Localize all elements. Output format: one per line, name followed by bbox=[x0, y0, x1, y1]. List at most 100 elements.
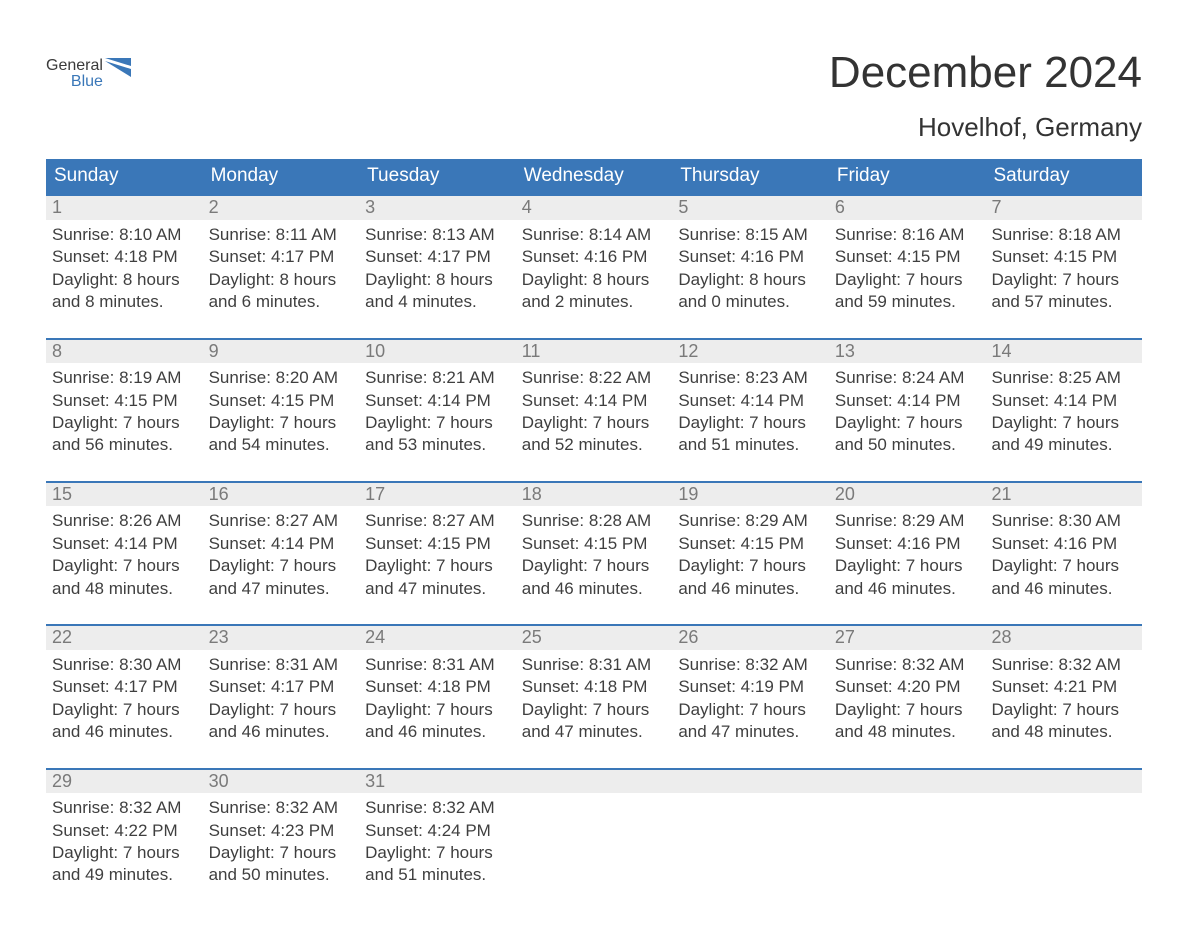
calendar-day: 6Sunrise: 8:16 AMSunset: 4:15 PMDaylight… bbox=[829, 196, 986, 323]
day-details: Sunrise: 8:32 AMSunset: 4:23 PMDaylight:… bbox=[203, 793, 360, 887]
day-number: 30 bbox=[203, 770, 360, 794]
daylight-line-2: and 46 minutes. bbox=[52, 721, 197, 743]
calendar-day-empty bbox=[829, 770, 986, 897]
daylight-line-1: Daylight: 7 hours bbox=[522, 699, 667, 721]
daylight-line-2: and 4 minutes. bbox=[365, 291, 510, 313]
dow-monday: Monday bbox=[203, 159, 360, 194]
daylight-line-1: Daylight: 7 hours bbox=[835, 412, 980, 434]
day-details: Sunrise: 8:21 AMSunset: 4:14 PMDaylight:… bbox=[359, 363, 516, 457]
day-number: 18 bbox=[516, 483, 673, 507]
sunset-line: Sunset: 4:14 PM bbox=[678, 390, 823, 412]
day-details: Sunrise: 8:30 AMSunset: 4:17 PMDaylight:… bbox=[46, 650, 203, 744]
daylight-line-1: Daylight: 7 hours bbox=[991, 555, 1136, 577]
daylight-line-2: and 46 minutes. bbox=[522, 578, 667, 600]
day-details: Sunrise: 8:18 AMSunset: 4:15 PMDaylight:… bbox=[985, 220, 1142, 314]
day-number: 10 bbox=[359, 340, 516, 364]
day-details: Sunrise: 8:13 AMSunset: 4:17 PMDaylight:… bbox=[359, 220, 516, 314]
dow-sunday: Sunday bbox=[46, 159, 203, 194]
daylight-line-1: Daylight: 7 hours bbox=[52, 842, 197, 864]
day-number: 9 bbox=[203, 340, 360, 364]
sunrise-line: Sunrise: 8:30 AM bbox=[991, 510, 1136, 532]
daylight-line-1: Daylight: 7 hours bbox=[209, 555, 354, 577]
day-details: Sunrise: 8:31 AMSunset: 4:18 PMDaylight:… bbox=[516, 650, 673, 744]
daylight-line-1: Daylight: 7 hours bbox=[991, 699, 1136, 721]
daylight-line-1: Daylight: 7 hours bbox=[835, 555, 980, 577]
brand-word2: Blue bbox=[71, 73, 103, 90]
sunset-line: Sunset: 4:15 PM bbox=[52, 390, 197, 412]
day-details: Sunrise: 8:16 AMSunset: 4:15 PMDaylight:… bbox=[829, 220, 986, 314]
calendar-day: 22Sunrise: 8:30 AMSunset: 4:17 PMDayligh… bbox=[46, 626, 203, 753]
day-details: Sunrise: 8:10 AMSunset: 4:18 PMDaylight:… bbox=[46, 220, 203, 314]
day-number: 6 bbox=[829, 196, 986, 220]
header-row: General Blue December 2024 Hovelhof, Ger… bbox=[46, 50, 1142, 143]
daylight-line-1: Daylight: 7 hours bbox=[209, 699, 354, 721]
day-details: Sunrise: 8:32 AMSunset: 4:20 PMDaylight:… bbox=[829, 650, 986, 744]
calendar-day-empty bbox=[672, 770, 829, 897]
day-number: 27 bbox=[829, 626, 986, 650]
day-details: Sunrise: 8:27 AMSunset: 4:14 PMDaylight:… bbox=[203, 506, 360, 600]
sunrise-line: Sunrise: 8:32 AM bbox=[678, 654, 823, 676]
day-number: 22 bbox=[46, 626, 203, 650]
sunrise-line: Sunrise: 8:26 AM bbox=[52, 510, 197, 532]
calendar-day: 20Sunrise: 8:29 AMSunset: 4:16 PMDayligh… bbox=[829, 483, 986, 610]
sunset-line: Sunset: 4:14 PM bbox=[52, 533, 197, 555]
sunset-line: Sunset: 4:24 PM bbox=[365, 820, 510, 842]
daylight-line-2: and 6 minutes. bbox=[209, 291, 354, 313]
day-number: 24 bbox=[359, 626, 516, 650]
sunset-line: Sunset: 4:23 PM bbox=[209, 820, 354, 842]
daylight-line-1: Daylight: 7 hours bbox=[209, 412, 354, 434]
daylight-line-1: Daylight: 7 hours bbox=[52, 555, 197, 577]
sunrise-line: Sunrise: 8:28 AM bbox=[522, 510, 667, 532]
month-title: December 2024 bbox=[829, 50, 1142, 96]
day-details: Sunrise: 8:25 AMSunset: 4:14 PMDaylight:… bbox=[985, 363, 1142, 457]
calendar-day: 1Sunrise: 8:10 AMSunset: 4:18 PMDaylight… bbox=[46, 196, 203, 323]
sunset-line: Sunset: 4:14 PM bbox=[365, 390, 510, 412]
daylight-line-2: and 47 minutes. bbox=[365, 578, 510, 600]
sunset-line: Sunset: 4:14 PM bbox=[991, 390, 1136, 412]
day-number: 19 bbox=[672, 483, 829, 507]
calendar-day: 14Sunrise: 8:25 AMSunset: 4:14 PMDayligh… bbox=[985, 340, 1142, 467]
calendar-day: 28Sunrise: 8:32 AMSunset: 4:21 PMDayligh… bbox=[985, 626, 1142, 753]
calendar-week: 1Sunrise: 8:10 AMSunset: 4:18 PMDaylight… bbox=[46, 194, 1142, 323]
sunrise-line: Sunrise: 8:32 AM bbox=[52, 797, 197, 819]
daylight-line-2: and 48 minutes. bbox=[52, 578, 197, 600]
day-number: 3 bbox=[359, 196, 516, 220]
sunset-line: Sunset: 4:21 PM bbox=[991, 676, 1136, 698]
day-details: Sunrise: 8:31 AMSunset: 4:17 PMDaylight:… bbox=[203, 650, 360, 744]
day-details: Sunrise: 8:20 AMSunset: 4:15 PMDaylight:… bbox=[203, 363, 360, 457]
sunset-line: Sunset: 4:15 PM bbox=[991, 246, 1136, 268]
day-details: Sunrise: 8:11 AMSunset: 4:17 PMDaylight:… bbox=[203, 220, 360, 314]
calendar-day: 4Sunrise: 8:14 AMSunset: 4:16 PMDaylight… bbox=[516, 196, 673, 323]
day-number bbox=[985, 770, 1142, 794]
calendar-day: 21Sunrise: 8:30 AMSunset: 4:16 PMDayligh… bbox=[985, 483, 1142, 610]
sunrise-line: Sunrise: 8:15 AM bbox=[678, 224, 823, 246]
daylight-line-1: Daylight: 8 hours bbox=[678, 269, 823, 291]
daylight-line-1: Daylight: 7 hours bbox=[678, 412, 823, 434]
sunset-line: Sunset: 4:17 PM bbox=[209, 676, 354, 698]
sunrise-line: Sunrise: 8:16 AM bbox=[835, 224, 980, 246]
daylight-line-2: and 51 minutes. bbox=[365, 864, 510, 886]
sunset-line: Sunset: 4:16 PM bbox=[835, 533, 980, 555]
daylight-line-2: and 46 minutes. bbox=[991, 578, 1136, 600]
brand-flag-icon bbox=[105, 58, 135, 78]
sunset-line: Sunset: 4:15 PM bbox=[209, 390, 354, 412]
day-details: Sunrise: 8:32 AMSunset: 4:21 PMDaylight:… bbox=[985, 650, 1142, 744]
brand-word1: General bbox=[46, 58, 103, 74]
sunrise-line: Sunrise: 8:32 AM bbox=[365, 797, 510, 819]
sunrise-line: Sunrise: 8:27 AM bbox=[209, 510, 354, 532]
calendar-week: 8Sunrise: 8:19 AMSunset: 4:15 PMDaylight… bbox=[46, 338, 1142, 467]
brand-text: General Blue bbox=[46, 58, 103, 90]
calendar-week: 15Sunrise: 8:26 AMSunset: 4:14 PMDayligh… bbox=[46, 481, 1142, 610]
weeks-container: 1Sunrise: 8:10 AMSunset: 4:18 PMDaylight… bbox=[46, 194, 1142, 897]
day-number: 11 bbox=[516, 340, 673, 364]
calendar-day: 26Sunrise: 8:32 AMSunset: 4:19 PMDayligh… bbox=[672, 626, 829, 753]
day-number: 16 bbox=[203, 483, 360, 507]
daylight-line-1: Daylight: 7 hours bbox=[835, 269, 980, 291]
calendar-day: 11Sunrise: 8:22 AMSunset: 4:14 PMDayligh… bbox=[516, 340, 673, 467]
daylight-line-1: Daylight: 7 hours bbox=[678, 699, 823, 721]
daylight-line-2: and 2 minutes. bbox=[522, 291, 667, 313]
day-number: 15 bbox=[46, 483, 203, 507]
day-details: Sunrise: 8:26 AMSunset: 4:14 PMDaylight:… bbox=[46, 506, 203, 600]
sunrise-line: Sunrise: 8:32 AM bbox=[835, 654, 980, 676]
calendar-day-empty bbox=[516, 770, 673, 897]
